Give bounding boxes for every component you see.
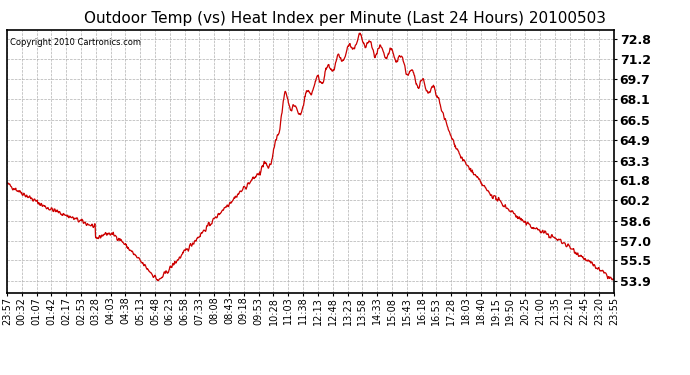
Text: Copyright 2010 Cartronics.com: Copyright 2010 Cartronics.com — [10, 38, 141, 47]
Text: Outdoor Temp (vs) Heat Index per Minute (Last 24 Hours) 20100503: Outdoor Temp (vs) Heat Index per Minute … — [84, 11, 606, 26]
